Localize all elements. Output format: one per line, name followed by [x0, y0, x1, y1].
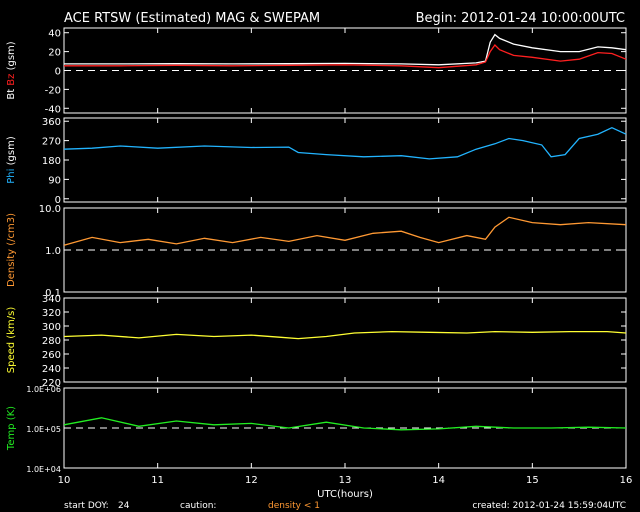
x-tick-label-5: 15 [526, 475, 539, 486]
y-tick-label-1-4: 0 [55, 195, 61, 206]
x-axis: 10 11 12 13 14 15 16 [58, 475, 633, 486]
y-tick-label-2-0: 10.0 [39, 204, 61, 215]
y-tick-label-3-3: 280 [42, 336, 61, 347]
y-tick-label-0-4: -40 [45, 104, 61, 115]
y-tick-label-3-2: 300 [42, 322, 61, 333]
start-doy-value: 24 [118, 501, 130, 511]
y-tick-label-0-2: 0 [55, 67, 61, 78]
y-tick-label-4-0: 1.0E+06 [26, 385, 61, 394]
y-tick-label-0-0: 40 [48, 29, 61, 40]
panel-frame-3 [63, 297, 627, 383]
y-axis-label-2: Density (/cm3) [6, 213, 17, 287]
start-doy-label: start DOY: [64, 501, 109, 511]
y-tick-label-1-2: 180 [42, 156, 61, 167]
y-tick-label-0-1: 20 [48, 48, 61, 59]
y-tick-label-3-4: 260 [42, 350, 61, 361]
y-axis-label-3: Speed (km/s) [6, 307, 17, 374]
series-line-temp [63, 417, 627, 431]
y-tick-label-4-2: 1.0E+04 [26, 465, 61, 474]
y-tick-label-3-6: 220 [42, 378, 61, 389]
y-tick-label-3-5: 240 [42, 364, 61, 375]
caution-label: caution: [180, 501, 216, 511]
chart-title: ACE RTSW (Estimated) MAG & SWEPAM [64, 11, 320, 26]
begin-time: Begin: 2012-01-24 10:00:00UTC [416, 11, 625, 26]
y-axis-label-1: Phi (gsm) [6, 136, 17, 184]
series-line-bz [64, 43, 627, 69]
y-axis-label-4: Temp (K) [6, 406, 17, 451]
x-tick-label-1: 11 [151, 475, 164, 486]
series-line-bt [64, 33, 627, 66]
y-tick-label-1-0: 360 [42, 117, 61, 128]
panels: 40 20 0 -20 -40 Bt Bz (gsm) 360 270 180 90 0 Phi (g… [6, 27, 627, 474]
y-tick-label-1-3: 90 [48, 175, 61, 186]
y-tick-label-3-0: 340 [42, 294, 61, 305]
y-axis-label-0: Bt Bz (gsm) [6, 41, 17, 99]
x-tick-label-4: 14 [432, 475, 445, 486]
series-line-speed [63, 330, 627, 340]
x-tick-label-0: 10 [58, 475, 71, 486]
created-time: created: 2012-01-24 15:59:04UTC [472, 501, 626, 511]
y-tick-label-4-1: 1.0E+05 [26, 425, 61, 434]
series-line-phi [63, 126, 627, 160]
y-tick-label-0-3: -20 [45, 85, 61, 96]
y-tick-label-2-2: 0.1 [45, 288, 61, 299]
y-tick-label-2-1: 1.0 [45, 246, 61, 257]
y-tick-label-1-1: 270 [42, 137, 61, 148]
caution-text: density < 1 [268, 501, 320, 511]
x-axis-label: UTC(hours) [317, 489, 373, 500]
x-tick-label-2: 12 [245, 475, 258, 486]
y-tick-label-3-1: 320 [42, 308, 61, 319]
x-tick-label-3: 13 [339, 475, 352, 486]
series-line-density [63, 216, 627, 246]
x-tick-label-6: 16 [620, 475, 633, 486]
panel-frame-1 [63, 117, 627, 203]
